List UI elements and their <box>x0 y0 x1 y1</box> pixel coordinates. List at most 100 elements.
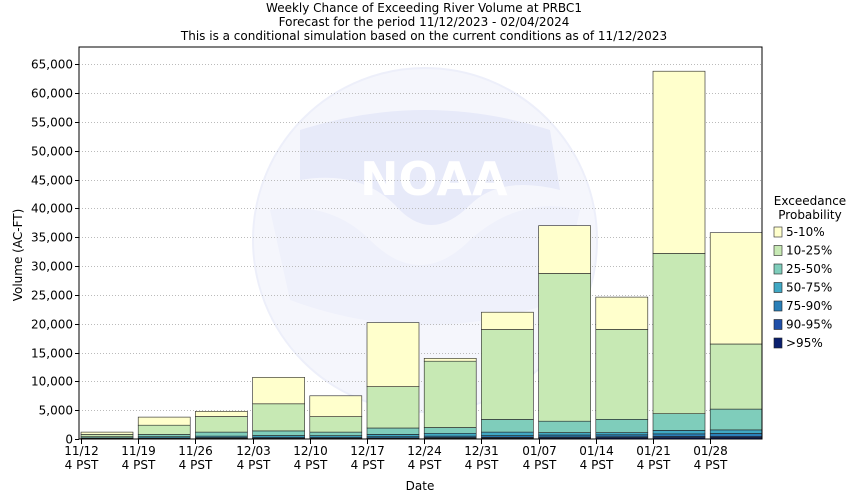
y-tick-label: 65,000 <box>31 58 73 72</box>
bar-segment <box>423 427 477 434</box>
bar-segment <box>366 427 420 435</box>
bar-segment <box>538 420 591 433</box>
bar-segment <box>709 408 763 431</box>
chart-subtitle-2: This is a conditional simulation based o… <box>180 29 667 43</box>
x-tick-sublabel: 4 PST <box>465 458 499 472</box>
bar-segment <box>481 311 534 330</box>
x-tick-sublabel: 4 PST <box>294 458 328 472</box>
x-tick-sublabel: 4 PST <box>237 458 271 472</box>
bars <box>80 70 763 440</box>
bar-segment <box>652 430 706 435</box>
legend-title-line1: Exceedance <box>774 194 846 208</box>
svg-text:NOAA: NOAA <box>360 152 508 206</box>
bar-segment <box>538 273 591 422</box>
x-tick-sublabel: 4 PST <box>351 458 385 472</box>
y-tick-label: 10,000 <box>31 375 73 389</box>
bar-segment <box>252 430 305 436</box>
bar-segment <box>481 431 534 436</box>
x-tick-label: 11/26 <box>178 444 213 458</box>
bar-segment <box>252 403 305 432</box>
x-tick-sublabel: 4 PST <box>65 458 99 472</box>
y-tick-label: 40,000 <box>31 202 73 216</box>
bar-segment <box>195 416 248 433</box>
x-tick-label: 12/31 <box>464 444 499 458</box>
bar-segment <box>309 416 363 433</box>
y-tick-label: 25,000 <box>31 289 73 303</box>
x-tick-sublabel: 4 PST <box>122 458 156 472</box>
bar-segment <box>80 434 134 437</box>
bar-segment <box>423 360 477 428</box>
bar-segment <box>595 418 649 433</box>
legend: Exceedance Probability 5-10% 10-25% 25-50%… <box>773 194 846 350</box>
legend-label: 25-50% <box>786 262 832 276</box>
y-tick-label: 60,000 <box>31 87 73 101</box>
bar-segment <box>709 429 763 434</box>
legend-swatch <box>773 337 783 349</box>
x-tick-label: 01/14 <box>579 444 614 458</box>
bar-segment <box>252 376 305 405</box>
x-tick-sublabel: 4 PST <box>637 458 671 472</box>
x-tick-label: 01/07 <box>522 444 557 458</box>
bar-segment <box>195 410 248 417</box>
bar-segment <box>366 386 420 429</box>
bar-segment <box>137 424 191 435</box>
bar-segment <box>80 431 134 435</box>
x-tick-label: 12/03 <box>236 444 271 458</box>
x-tick-label: 11/12 <box>64 444 99 458</box>
legend-label: >95% <box>786 336 823 350</box>
bar-segment <box>481 419 534 433</box>
bar-segment <box>652 413 706 431</box>
bar-segment <box>309 431 363 436</box>
y-tick-label: 50,000 <box>31 145 73 159</box>
x-tick-label: 12/24 <box>407 444 442 458</box>
bar-segment <box>538 432 591 436</box>
y-tick-label: 20,000 <box>31 318 73 332</box>
bar-segment <box>137 434 191 437</box>
x-tick-label: 12/10 <box>293 444 328 458</box>
chart-subtitle: Forecast for the period 11/12/2023 - 02/… <box>279 15 570 29</box>
legend-label: 10-25% <box>786 244 832 258</box>
legend-label: 50-75% <box>786 281 832 295</box>
bar-segment <box>595 296 649 330</box>
bar-segment <box>366 322 420 387</box>
bar-segment <box>652 253 706 414</box>
x-tick-sublabel: 4 PST <box>694 458 728 472</box>
bar-segment <box>309 395 363 417</box>
y-tick-label: 15,000 <box>31 347 73 361</box>
legend-label: 5-10% <box>786 225 825 239</box>
legend-swatch <box>773 245 783 256</box>
legend-swatch <box>773 282 783 293</box>
x-tick-sublabel: 4 PST <box>580 458 614 472</box>
y-tick-label: 35,000 <box>31 231 73 245</box>
x-tick-label: 01/28 <box>693 444 728 458</box>
bar-segment <box>709 343 763 410</box>
x-tick-label: 01/21 <box>636 444 671 458</box>
bar-segment <box>137 416 191 426</box>
bar-segment <box>423 432 477 437</box>
legend-swatch <box>773 226 783 238</box>
bar-segment <box>195 431 248 437</box>
bar-segment <box>423 357 477 362</box>
y-axis-label: Volume (AC-FT) <box>11 209 25 302</box>
bar-segment <box>652 70 706 254</box>
bar-segment <box>709 232 763 345</box>
y-tick-label: 55,000 <box>31 116 73 130</box>
bar-segment <box>481 329 534 420</box>
x-tick-label: 12/17 <box>350 444 385 458</box>
y-tick-label: 0 <box>65 433 73 447</box>
x-tick-label: 11/19 <box>121 444 156 458</box>
y-tick-label: 30,000 <box>31 260 73 274</box>
bar-segment <box>595 329 649 420</box>
y-tick-label: 5,000 <box>39 404 73 418</box>
x-tick-sublabel: 4 PST <box>523 458 557 472</box>
bar-segment <box>366 434 420 437</box>
legend-label: 90-95% <box>786 318 832 332</box>
chart-title: Weekly Chance of Exceeding River Volume … <box>266 1 582 15</box>
plot-frame <box>78 46 763 440</box>
legend-swatch <box>773 319 783 330</box>
x-tick-sublabel: 4 PST <box>408 458 442 472</box>
axes: 0 5,000 10,000 15,000 20,000 25,000 30,000 35,0… <box>31 46 763 472</box>
x-tick-sublabel: 4 PST <box>179 458 213 472</box>
bar-segment <box>538 225 591 274</box>
legend-swatch <box>773 300 783 312</box>
